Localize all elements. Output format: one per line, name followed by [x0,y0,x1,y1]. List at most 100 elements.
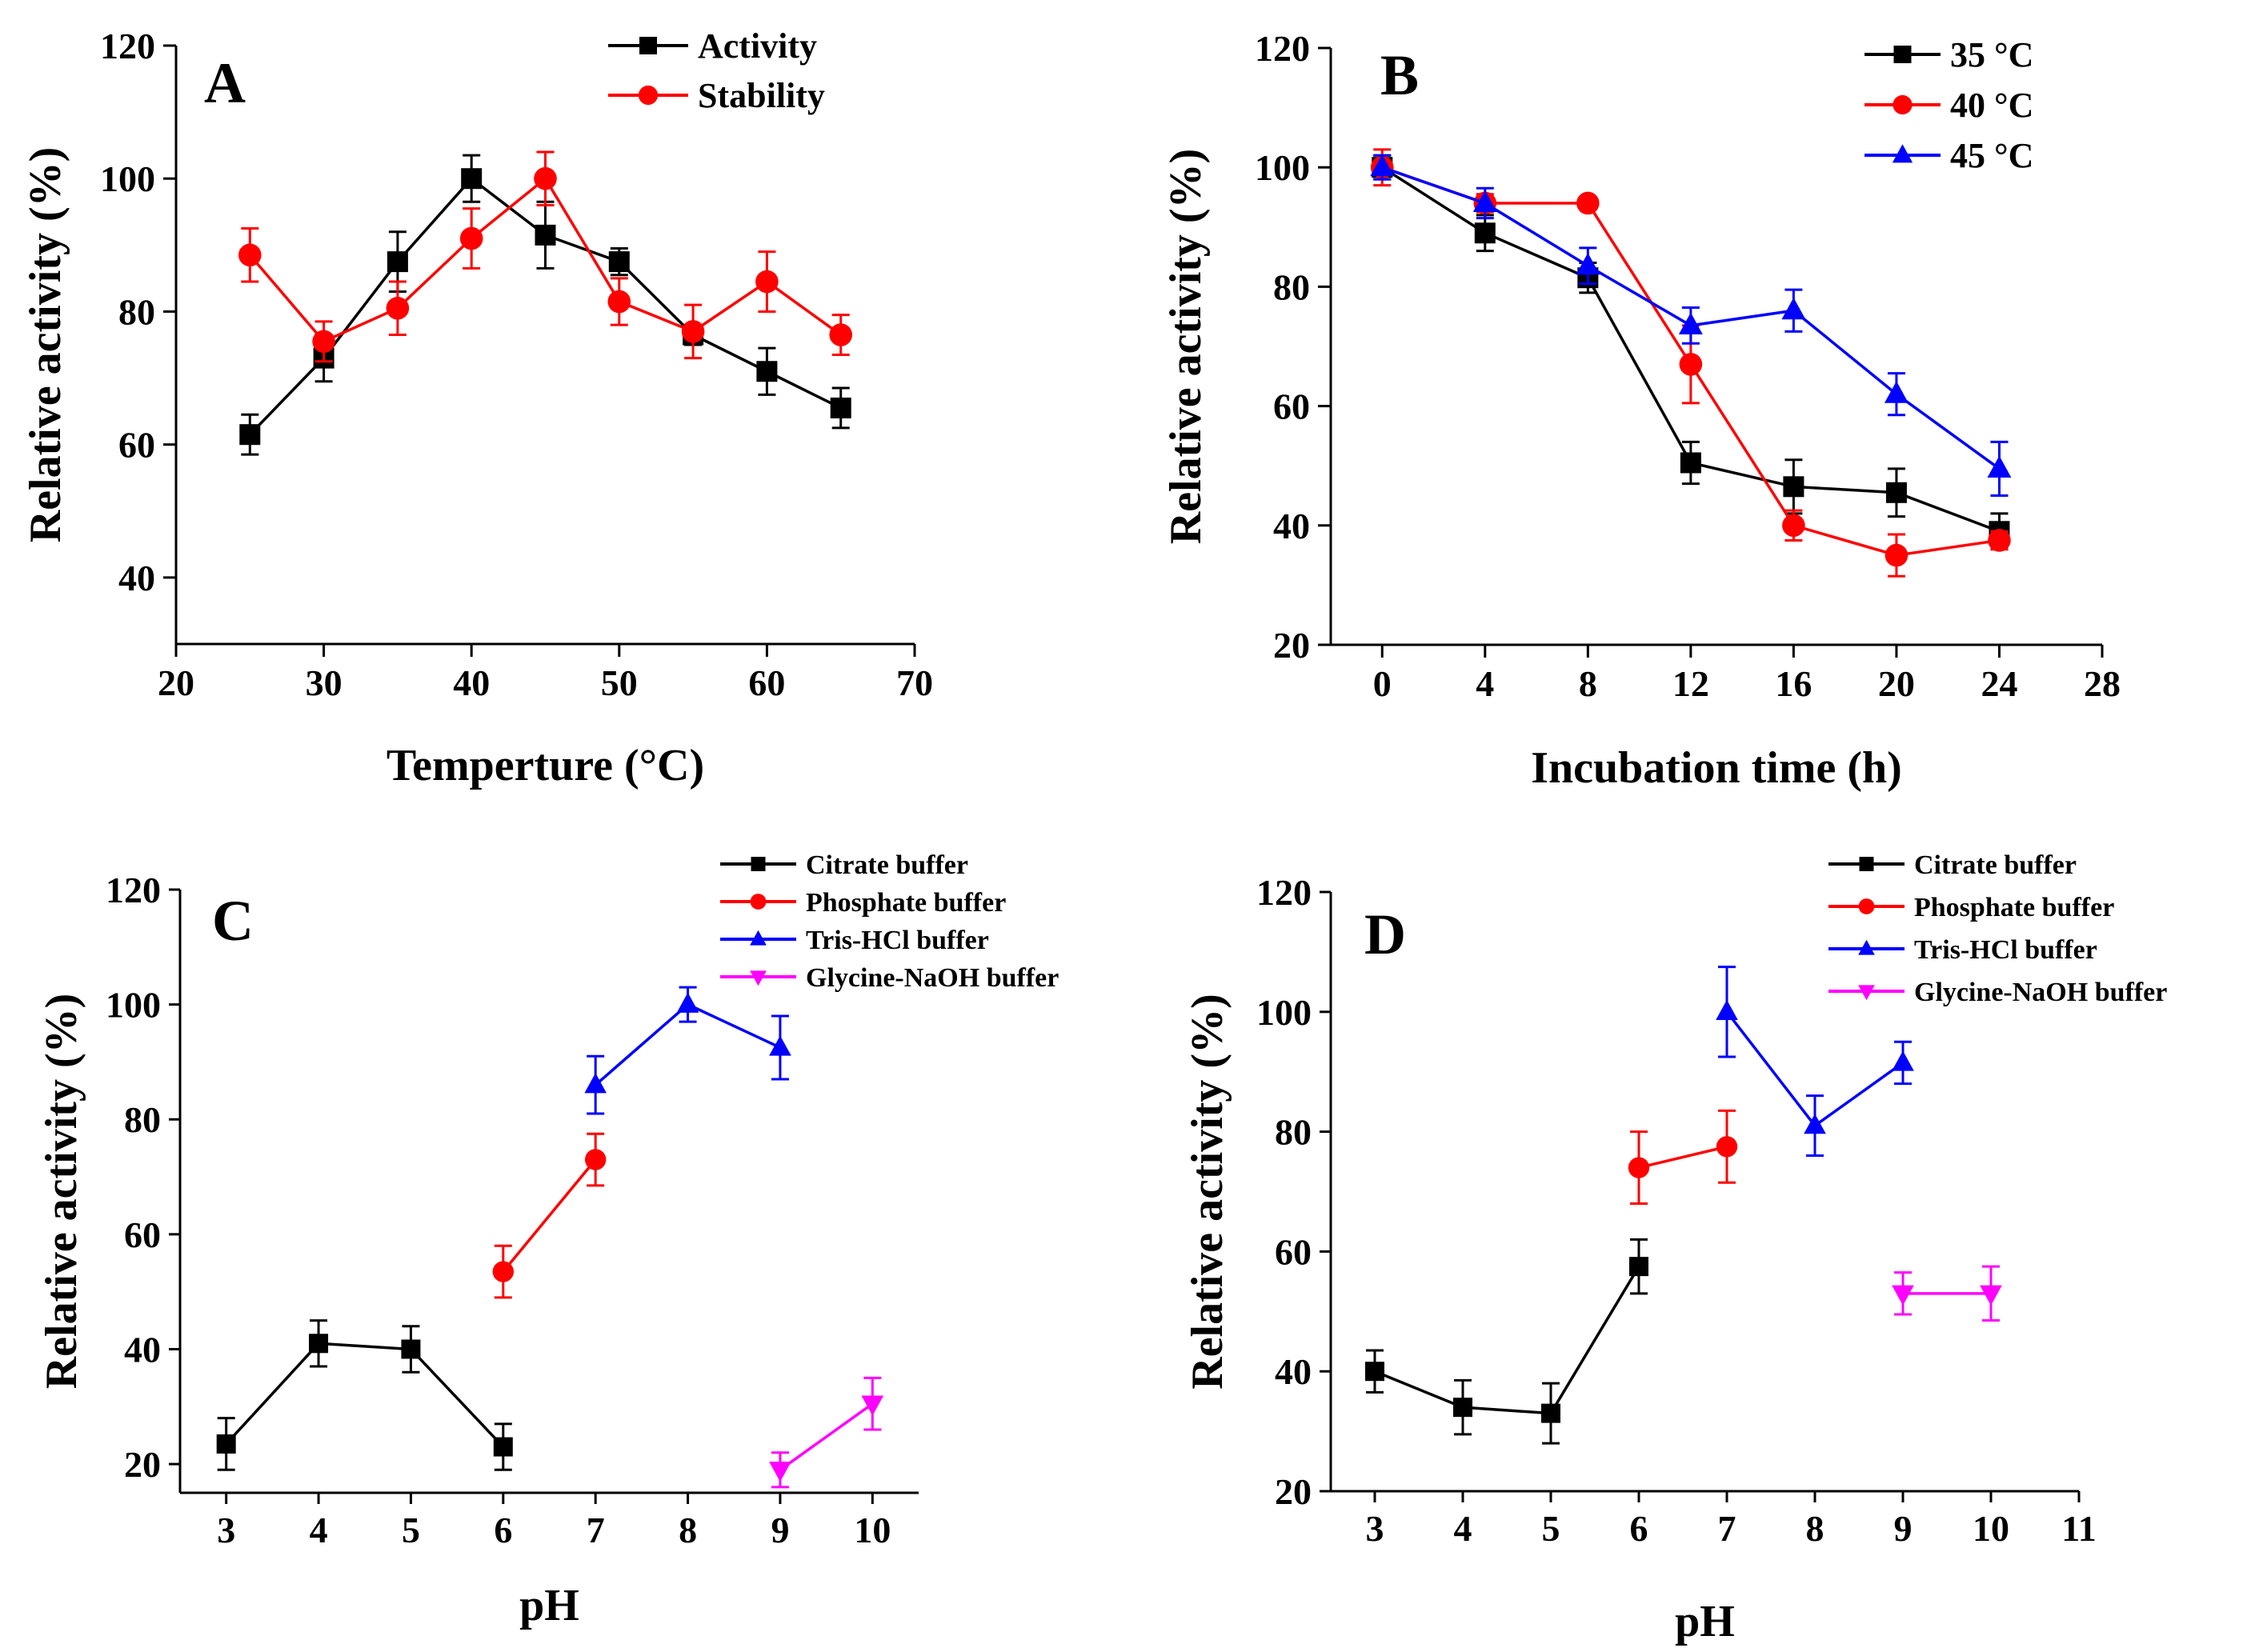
y-tick-label: 60 [118,425,155,466]
data-point [1783,476,1804,498]
panel-letter: D [1364,902,1406,966]
x-tick-label: 9 [1894,1508,1913,1549]
x-tick-label: 50 [601,662,638,703]
data-point [1680,452,1701,474]
y-tick-label: 100 [106,985,161,1026]
series-stability [238,150,852,363]
data-point [1576,253,1600,275]
series-line [1374,1266,1640,1415]
data-point [1474,222,1496,244]
data-point [534,166,557,190]
data-point [1679,353,1703,376]
data-point [769,1035,791,1056]
data-point [829,323,852,346]
series-line [502,1158,597,1273]
x-tick-label: 3 [1366,1508,1384,1549]
data-point [1892,1285,1914,1306]
legend-marker [1859,857,1874,871]
y-axis-title: Relative activity (%) [1183,994,1232,1389]
data-point [1884,381,1909,403]
data-point [681,320,705,343]
x-tick-label: 7 [1718,1508,1736,1549]
data-point [1892,1050,1914,1071]
y-axis-title: Relative activity (%) [21,147,70,542]
legend-label: Citrate buffer [1914,850,2077,880]
data-point [861,1395,884,1416]
y-tick-label: 60 [1273,386,1310,427]
x-tick-label: 6 [494,1510,512,1550]
panel-b: 0 4 8 12 16 20 24 28 20 40 60 80 100 120 Incubation ti… [1161,28,2121,793]
y-tick-label: 20 [124,1444,161,1485]
data-point [1370,154,1395,177]
legend-label: Phosphate buffer [1914,893,2114,922]
y-tick-label: 100 [1256,992,1312,1033]
x-tick-label: 70 [896,662,933,703]
data-point [755,270,779,294]
legend-marker [1858,985,1875,1001]
panel-letter: A [204,51,246,115]
legend-marker [751,857,766,871]
legend-marker [639,37,657,54]
x-tick-label: 9 [771,1510,789,1550]
x-tick-label: 10 [1973,1508,2009,1549]
series-citrate-buffer [216,1319,513,1471]
data-point [1782,514,1805,538]
data-point [1453,1398,1472,1418]
y-tick-label: 60 [1275,1231,1312,1272]
y-tick-label: 120 [106,870,161,910]
data-point [1576,191,1600,215]
data-point [584,1073,607,1094]
y-axis-title: Relative activity (%) [37,994,86,1389]
x-tick-label: 20 [1878,663,1915,704]
x-tick-label: 40 [453,662,490,703]
series-line [225,1342,505,1448]
x-tick-label: 5 [1542,1508,1560,1549]
series-45-c [1370,154,2012,497]
x-tick-label: 11 [2061,1508,2096,1549]
data-point [1987,455,2012,478]
data-point [1541,1403,1560,1423]
y-tick-label: 40 [1275,1351,1312,1392]
legend-marker [750,970,767,986]
data-point [1365,1362,1384,1382]
series-40-c [1370,148,2011,578]
legend-label: Glycine-NaOH buffer [806,963,1059,993]
y-tick-label: 40 [124,1329,161,1370]
legend-marker [638,85,659,106]
data-point [535,224,556,246]
data-point [492,1261,515,1282]
x-tick-label: 8 [1579,663,1597,704]
legend-marker [750,930,767,946]
y-tick-label: 100 [100,158,155,199]
data-point [1885,482,1907,503]
data-point [1628,1157,1650,1178]
series-phosphate-buffer [492,1132,607,1299]
y-tick-label: 40 [118,558,155,598]
x-tick-label: 8 [1806,1508,1824,1549]
data-point [387,251,408,273]
legend-marker [750,894,767,910]
legend-label: 35 °C [1950,35,2033,74]
data-point [830,397,851,418]
data-point [493,1437,513,1457]
data-point [1980,1285,2002,1306]
y-tick-label: 40 [1273,506,1310,546]
data-point [238,243,262,267]
y-tick-label: 80 [124,1099,161,1140]
legend-label: Tris-HCl buffer [1914,935,2097,965]
x-tick-label: 30 [306,662,342,703]
x-axis-title: pH [519,1581,579,1630]
legend-label: Phosphate buffer [806,888,1006,918]
legend-label: Glycine-NaOH buffer [1914,978,2167,1007]
y-axis-title: Relative activity (%) [1161,149,1211,544]
series-line [779,1402,874,1471]
data-point [769,1462,791,1482]
y-tick-label: 60 [124,1214,161,1255]
panel-d: 3 4 5 6 7 8 9 10 11 20 40 60 80 100 120 pH Relative acti… [1183,850,2167,1646]
y-tick-label: 80 [1275,1112,1312,1153]
y-tick-label: 20 [1275,1471,1312,1512]
data-point [459,226,483,250]
x-tick-label: 24 [1981,663,2017,704]
legend-marker [1858,939,1875,955]
legend-label: Activity [698,26,817,66]
